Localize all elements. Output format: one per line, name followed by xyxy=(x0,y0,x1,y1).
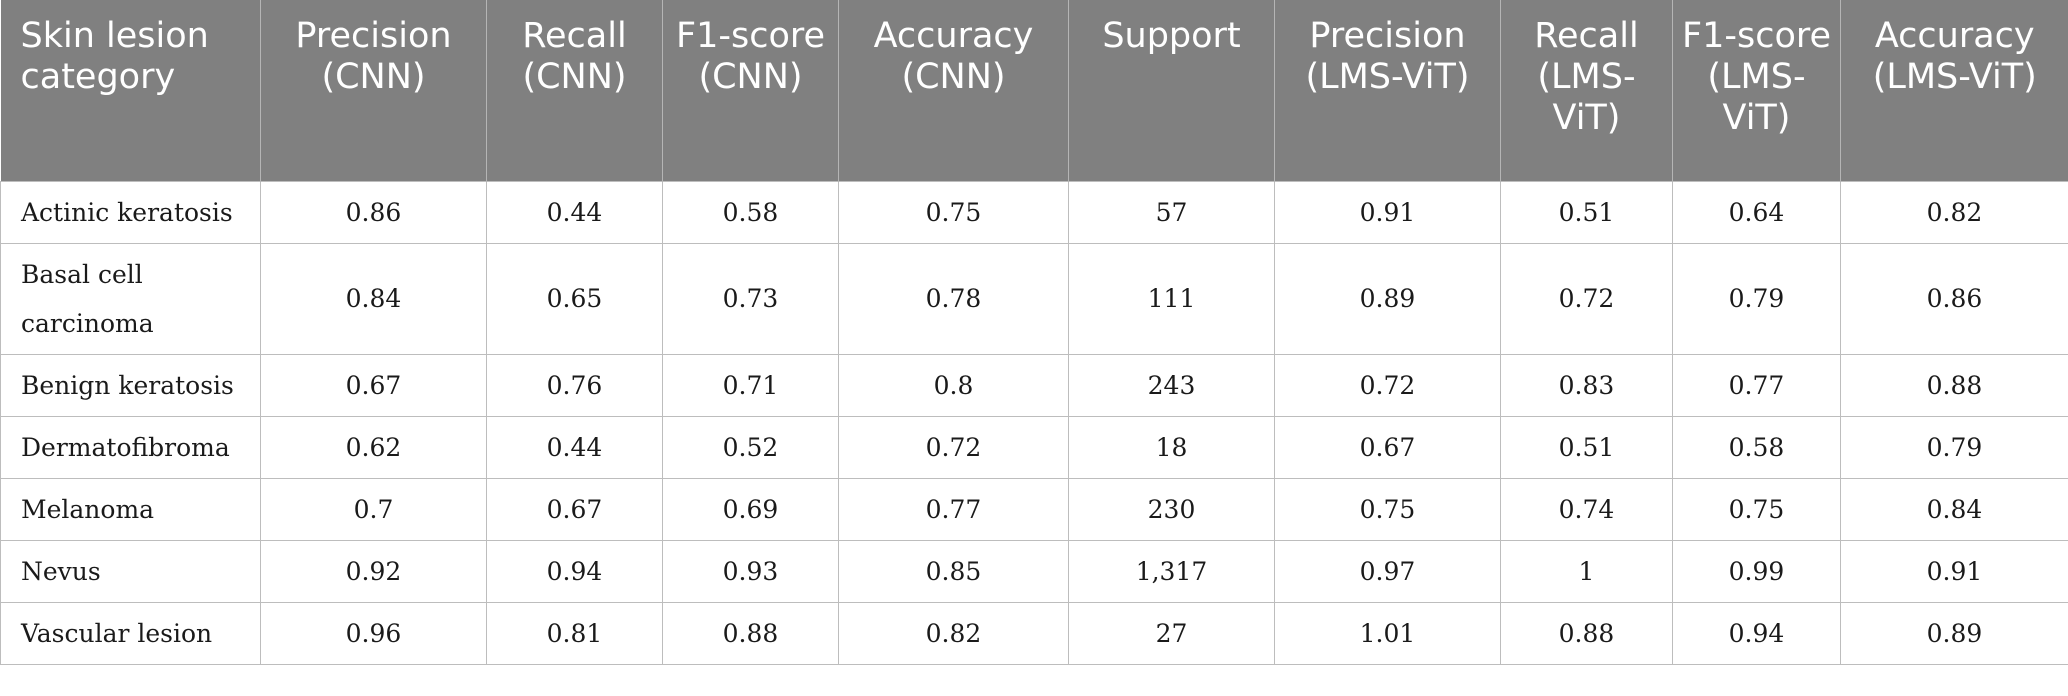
header-cell: F1-score (LMS-ViT) xyxy=(1672,0,1841,181)
header-cell: Precision (LMS-ViT) xyxy=(1274,0,1501,181)
value-cell: 1.01 xyxy=(1274,601,1501,665)
value-cell: 0.75 xyxy=(838,180,1069,244)
value-cell: 57 xyxy=(1068,180,1275,244)
category-cell: Nevus xyxy=(0,539,261,603)
header-cell: Recall (CNN) xyxy=(486,0,663,181)
value-cell: 0.84 xyxy=(260,242,487,355)
value-cell: 0.86 xyxy=(1840,242,2068,355)
value-cell: 0.99 xyxy=(1672,539,1841,603)
value-cell: 0.82 xyxy=(1840,180,2068,244)
value-cell: 0.67 xyxy=(260,353,487,417)
value-cell: 0.79 xyxy=(1840,415,2068,479)
header-cell: Accuracy (CNN) xyxy=(838,0,1069,181)
table-row: Benign keratosis 0.67 0.76 0.71 0.8 243 0.72 0.… xyxy=(0,353,2068,417)
value-cell: 0.83 xyxy=(1500,353,1673,417)
value-cell: 0.67 xyxy=(486,477,663,541)
value-cell: 0.7 xyxy=(260,477,487,541)
value-cell: 0.72 xyxy=(838,415,1069,479)
table-row: Vascular lesion 0.96 0.81 0.88 0.82 27 1.01 0.8… xyxy=(0,601,2068,665)
value-cell: 0.88 xyxy=(1840,353,2068,417)
value-cell: 0.81 xyxy=(486,601,663,665)
category-cell: Vascular lesion xyxy=(0,601,261,665)
value-cell: 0.96 xyxy=(260,601,487,665)
header-cell: Skin lesion category xyxy=(0,0,261,181)
value-cell: 0.76 xyxy=(486,353,663,417)
value-cell: 0.77 xyxy=(838,477,1069,541)
value-cell: 111 xyxy=(1068,242,1275,355)
table-row: Basal cell carcinoma 0.84 0.65 0.73 0.78 111 0… xyxy=(0,242,2068,355)
header-cell: Recall (LMS-ViT) xyxy=(1500,0,1673,181)
value-cell: 0.79 xyxy=(1672,242,1841,355)
value-cell: 0.94 xyxy=(1672,601,1841,665)
table-row: Melanoma 0.7 0.67 0.69 0.77 230 0.75 0.74 0.75 0.… xyxy=(0,477,2068,541)
table-row: Dermatofibroma 0.62 0.44 0.52 0.72 18 0.67 0.51… xyxy=(0,415,2068,479)
header-cell: Precision (CNN) xyxy=(260,0,487,181)
value-cell: 0.67 xyxy=(1274,415,1501,479)
value-cell: 0.64 xyxy=(1672,180,1841,244)
value-cell: 0.88 xyxy=(662,601,839,665)
value-cell: 0.89 xyxy=(1840,601,2068,665)
value-cell: 0.73 xyxy=(662,242,839,355)
value-cell: 0.77 xyxy=(1672,353,1841,417)
value-cell: 0.85 xyxy=(838,539,1069,603)
value-cell: 0.91 xyxy=(1840,539,2068,603)
category-cell: Benign keratosis xyxy=(0,353,261,417)
value-cell: 0.65 xyxy=(486,242,663,355)
value-cell: 0.84 xyxy=(1840,477,2068,541)
category-cell: Basal cell carcinoma xyxy=(0,242,261,355)
value-cell: 0.72 xyxy=(1500,242,1673,355)
value-cell: 0.51 xyxy=(1500,180,1673,244)
value-cell: 0.93 xyxy=(662,539,839,603)
value-cell: 0.8 xyxy=(838,353,1069,417)
value-cell: 0.58 xyxy=(662,180,839,244)
value-cell: 0.52 xyxy=(662,415,839,479)
header-row: Skin lesion category Precision (CNN) Rec… xyxy=(0,0,2068,181)
table-header: Skin lesion category Precision (CNN) Rec… xyxy=(0,0,2068,181)
value-cell: 0.75 xyxy=(1274,477,1501,541)
value-cell: 0.86 xyxy=(260,180,487,244)
value-cell: 1,317 xyxy=(1068,539,1275,603)
value-cell: 230 xyxy=(1068,477,1275,541)
category-cell: Melanoma xyxy=(0,477,261,541)
value-cell: 0.92 xyxy=(260,539,487,603)
category-cell: Actinic keratosis xyxy=(0,180,261,244)
results-table: Skin lesion category Precision (CNN) Rec… xyxy=(0,0,2068,665)
value-cell: 0.94 xyxy=(486,539,663,603)
value-cell: 0.69 xyxy=(662,477,839,541)
value-cell: 243 xyxy=(1068,353,1275,417)
category-cell: Dermatofibroma xyxy=(0,415,261,479)
value-cell: 0.58 xyxy=(1672,415,1841,479)
header-cell: Support xyxy=(1068,0,1275,181)
value-cell: 0.89 xyxy=(1274,242,1501,355)
value-cell: 18 xyxy=(1068,415,1275,479)
value-cell: 0.44 xyxy=(486,180,663,244)
table-row: Actinic keratosis 0.86 0.44 0.58 0.75 57 0.91 0… xyxy=(0,180,2068,244)
value-cell: 0.51 xyxy=(1500,415,1673,479)
header-cell: Accuracy (LMS-ViT) xyxy=(1840,0,2068,181)
value-cell: 0.88 xyxy=(1500,601,1673,665)
value-cell: 1 xyxy=(1500,539,1673,603)
value-cell: 0.44 xyxy=(486,415,663,479)
table-body: Actinic keratosis 0.86 0.44 0.58 0.75 57 0.91 0… xyxy=(0,180,2068,665)
value-cell: 0.72 xyxy=(1274,353,1501,417)
value-cell: 0.97 xyxy=(1274,539,1501,603)
value-cell: 0.75 xyxy=(1672,477,1841,541)
value-cell: 27 xyxy=(1068,601,1275,665)
value-cell: 0.74 xyxy=(1500,477,1673,541)
value-cell: 0.82 xyxy=(838,601,1069,665)
value-cell: 0.91 xyxy=(1274,180,1501,244)
value-cell: 0.78 xyxy=(838,242,1069,355)
value-cell: 0.62 xyxy=(260,415,487,479)
header-cell: F1-score (CNN) xyxy=(662,0,839,181)
value-cell: 0.71 xyxy=(662,353,839,417)
table-row: Nevus 0.92 0.94 0.93 0.85 1,317 0.97 1 0.99 0.91 xyxy=(0,539,2068,603)
